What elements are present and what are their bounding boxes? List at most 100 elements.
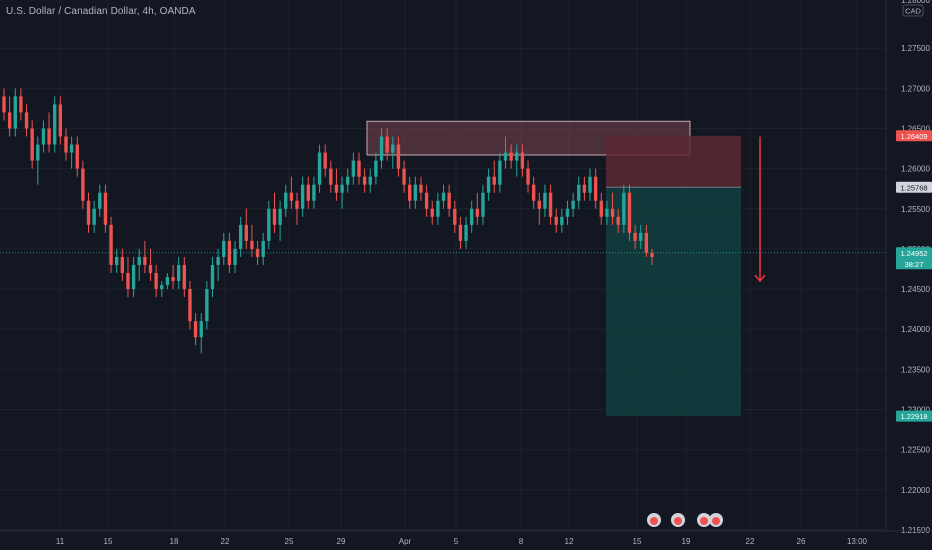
candle [610, 192, 615, 225]
y-tick-label: 1.24500 [901, 285, 930, 294]
candle-body [616, 216, 620, 225]
candle-body [554, 216, 558, 225]
countdown-label: 38:27 [905, 260, 924, 269]
candle-body [436, 200, 440, 217]
x-tick-label: 11 [56, 537, 65, 546]
candle [650, 248, 654, 265]
candle [131, 256, 136, 298]
candle-body [7, 112, 12, 129]
event-icon[interactable] [709, 513, 723, 527]
candle [323, 144, 327, 177]
event-icon[interactable] [647, 513, 661, 527]
candle [481, 184, 485, 225]
take-profit-zone [606, 187, 741, 417]
candle [317, 144, 322, 193]
candle-body [227, 240, 232, 265]
candle-body [19, 96, 23, 113]
candle-body [605, 208, 609, 217]
candle [86, 192, 91, 233]
candle-body [582, 184, 587, 193]
candle [182, 256, 187, 298]
candle-body [453, 208, 457, 225]
candle-body [284, 192, 288, 209]
time-axis[interactable]: 11 15 18 22 25 29 Apr 5 8 12 15 19 22 26 13:00 [0, 530, 932, 546]
entry-price-tag-label: 1.25768 [900, 183, 927, 192]
candle-body [323, 152, 327, 169]
candle [475, 192, 480, 225]
candle [284, 184, 288, 217]
candle-body [565, 208, 570, 217]
candle-body [300, 184, 305, 209]
candle [81, 160, 85, 209]
currency-label: CAD [905, 7, 921, 16]
y-tick-label: 1.26500 [901, 125, 930, 134]
down-arrow-head [754, 274, 766, 283]
candle [176, 256, 181, 290]
event-flag-dot [712, 517, 720, 525]
event-icon[interactable] [671, 513, 685, 527]
candle-body [160, 285, 164, 290]
candle [272, 192, 277, 233]
economic-events[interactable] [647, 513, 723, 527]
event-flag-dot [674, 517, 682, 525]
candle-body [75, 144, 79, 169]
candle [312, 176, 316, 209]
candle [115, 248, 119, 274]
x-tick-label: 15 [104, 537, 113, 546]
candle-body [424, 192, 429, 209]
candle-body [47, 128, 51, 145]
candle [526, 160, 530, 193]
candle-body [520, 152, 525, 169]
candle [329, 160, 333, 193]
candle [492, 160, 496, 193]
candle [233, 240, 237, 274]
y-tick-label: 1.23500 [901, 365, 930, 374]
candle [447, 184, 451, 217]
symbol-title: U.S. Dollar / Canadian Dollar, 4h, OANDA [6, 6, 196, 17]
candle-body [509, 152, 513, 161]
candle [216, 248, 220, 282]
candle-body [13, 96, 17, 129]
event-icon[interactable] [697, 513, 711, 527]
candle [509, 144, 513, 169]
candle-body [577, 184, 581, 201]
candle-body [639, 232, 643, 241]
candle-body [143, 256, 147, 265]
candle [577, 176, 581, 209]
candle [13, 88, 17, 137]
y-tick-label: 1.23000 [901, 406, 930, 415]
candle [210, 256, 215, 298]
candle [548, 184, 553, 225]
candle-body [115, 256, 119, 265]
target-price-tag-label: 1.22918 [900, 412, 927, 421]
candle-body [188, 289, 192, 322]
candle-body [182, 264, 187, 290]
candle [531, 176, 536, 209]
candle-body [469, 208, 474, 225]
candle-body [233, 248, 237, 265]
candle [396, 136, 401, 177]
current-price-tag-label: 1.24952 [900, 249, 927, 258]
candle [402, 160, 406, 193]
candle-body [374, 160, 378, 177]
candle [64, 128, 68, 161]
y-tick-label: 1.28000 [901, 0, 930, 5]
candle [498, 152, 502, 193]
candle-body [272, 208, 277, 225]
candle [441, 184, 446, 209]
candle-body [475, 208, 480, 217]
candle-body [30, 128, 34, 161]
candle [24, 104, 29, 137]
candle-body [368, 176, 372, 185]
x-tick-label: 18 [170, 537, 179, 546]
candle-body [622, 192, 626, 225]
candle [340, 176, 344, 209]
x-tick-label: 22 [746, 537, 755, 546]
candle-body [2, 96, 6, 113]
candle-body [238, 224, 243, 249]
candle-body [351, 160, 356, 177]
candle [154, 264, 158, 298]
candle [464, 216, 468, 249]
